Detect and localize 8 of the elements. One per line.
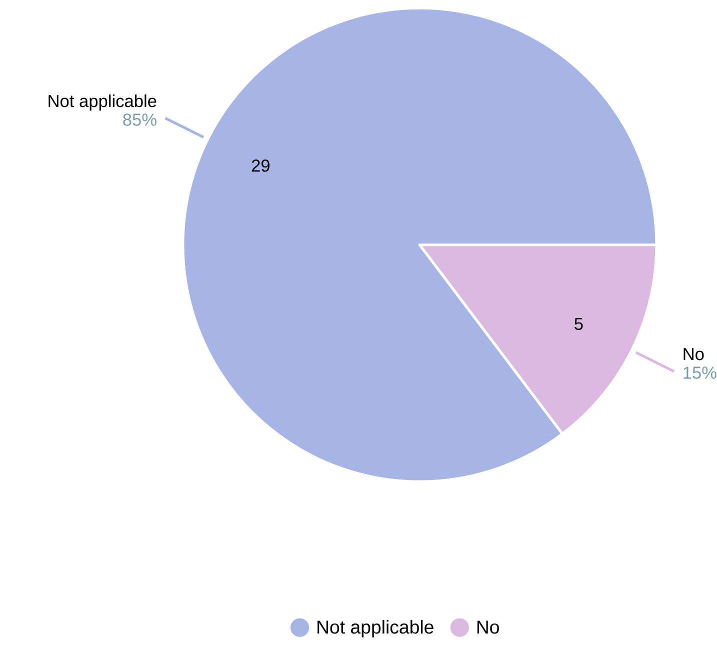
text: 85% [123, 114, 156, 126]
slice-label: No [684, 348, 704, 360]
data-label: 29 [252, 160, 270, 172]
slice-label: Not applicable [48, 94, 156, 111]
text: 15% [684, 366, 716, 380]
data-label: 5 [574, 318, 583, 330]
legend-label: No [477, 620, 499, 634]
legend-label: Not applicable [318, 620, 434, 638]
